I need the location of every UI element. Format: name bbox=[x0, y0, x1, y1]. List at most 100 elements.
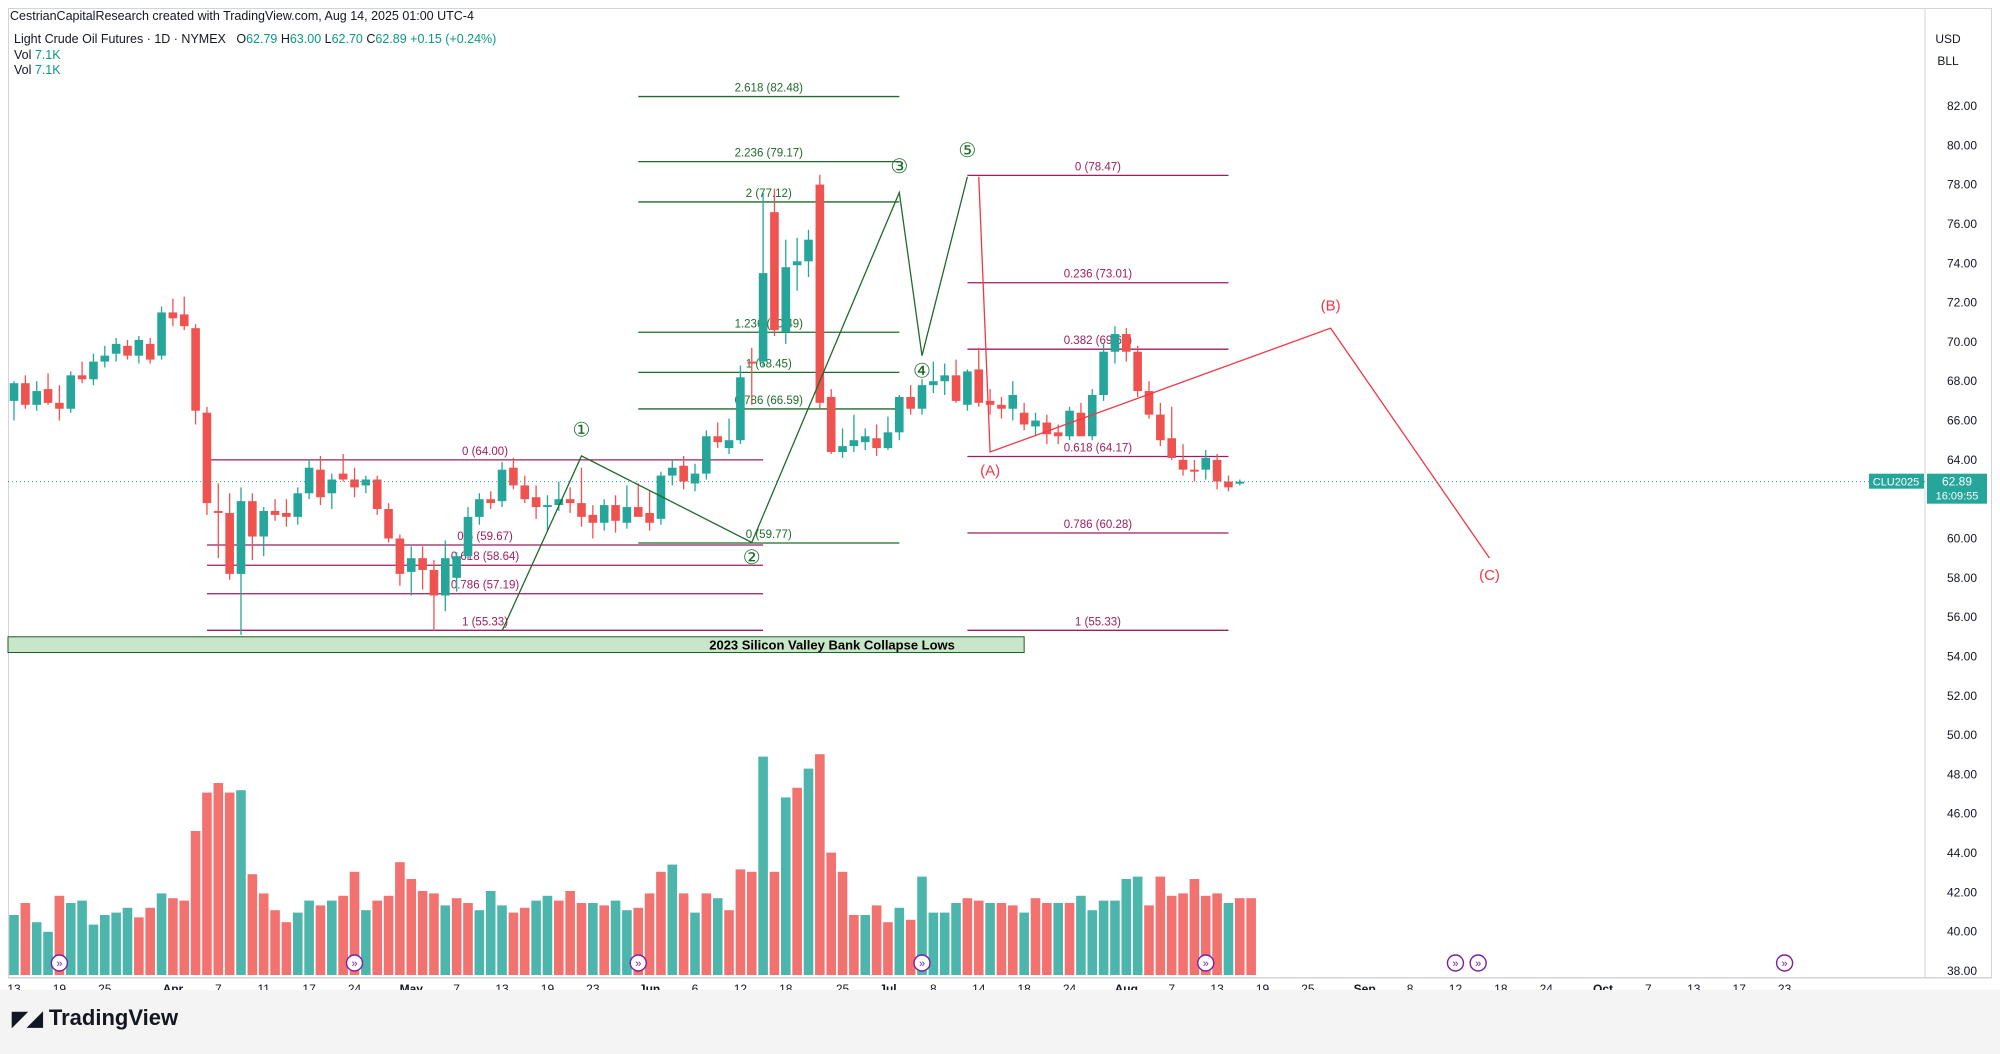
candle-body[interactable] bbox=[645, 512, 654, 523]
candle-body[interactable] bbox=[66, 375, 76, 409]
candle-body[interactable] bbox=[497, 469, 507, 502]
candle-body[interactable] bbox=[1224, 481, 1233, 488]
candle-body[interactable] bbox=[384, 509, 393, 539]
candle-body[interactable] bbox=[1042, 422, 1052, 435]
candle-body[interactable] bbox=[633, 507, 643, 517]
candle-body[interactable] bbox=[304, 467, 314, 494]
candle-body[interactable] bbox=[1122, 334, 1131, 352]
candle-body[interactable] bbox=[32, 391, 41, 405]
candle-body[interactable] bbox=[974, 369, 984, 403]
event-marker-icon[interactable] bbox=[50, 954, 69, 972]
candle-body[interactable] bbox=[214, 510, 223, 513]
candle-body[interactable] bbox=[929, 381, 938, 386]
candle-body[interactable] bbox=[248, 501, 257, 537]
candle-body[interactable] bbox=[997, 404, 1006, 409]
candle-body[interactable] bbox=[145, 343, 155, 360]
candle-body[interactable] bbox=[758, 273, 768, 362]
candle-body[interactable] bbox=[1076, 412, 1086, 437]
candle-body[interactable] bbox=[123, 345, 132, 356]
tradingview-logo[interactable]: ◤◢ TradingView bbox=[12, 1005, 178, 1031]
candle-body[interactable] bbox=[815, 184, 825, 403]
candle-body[interactable] bbox=[1133, 351, 1142, 392]
candle-body[interactable] bbox=[338, 473, 348, 480]
candle-body[interactable] bbox=[611, 505, 620, 521]
candle-body[interactable] bbox=[418, 558, 427, 570]
candle-body[interactable] bbox=[713, 436, 722, 443]
candle-body[interactable] bbox=[872, 438, 881, 449]
candle-body[interactable] bbox=[690, 473, 700, 484]
event-marker-icon[interactable] bbox=[1197, 954, 1215, 972]
candle-body[interactable] bbox=[259, 510, 268, 537]
event-marker-icon[interactable] bbox=[1446, 954, 1465, 972]
volume-legend-2[interactable]: Vol 7.1K bbox=[14, 63, 61, 77]
candle-body[interactable] bbox=[917, 385, 927, 409]
candle-body[interactable] bbox=[906, 396, 915, 409]
candle-body[interactable] bbox=[838, 446, 847, 452]
event-marker-icon[interactable] bbox=[1775, 954, 1794, 972]
candle-body[interactable] bbox=[1201, 457, 1211, 470]
candle-body[interactable] bbox=[1099, 351, 1108, 395]
volume-legend-1[interactable]: Vol 7.1K bbox=[14, 48, 61, 62]
event-marker-icon[interactable] bbox=[629, 954, 647, 972]
candle-body[interactable] bbox=[21, 383, 30, 405]
symbol-header[interactable]: Light Crude Oil Futures · 1D · NYMEX O62… bbox=[14, 32, 496, 46]
candle-body[interactable] bbox=[509, 467, 518, 486]
candle-body[interactable] bbox=[134, 339, 144, 356]
candle-body[interactable] bbox=[236, 501, 246, 574]
candle-body[interactable] bbox=[554, 499, 564, 506]
candle-body[interactable] bbox=[316, 469, 325, 498]
candle-body[interactable] bbox=[1167, 438, 1176, 458]
candle-body[interactable] bbox=[475, 499, 484, 517]
candle-body[interactable] bbox=[282, 512, 291, 517]
candle-body[interactable] bbox=[372, 479, 382, 510]
candle-body[interactable] bbox=[157, 312, 166, 356]
candle-body[interactable] bbox=[702, 436, 711, 474]
candle-body[interactable] bbox=[1031, 420, 1040, 427]
event-marker-icon[interactable] bbox=[913, 954, 931, 972]
candle-body[interactable] bbox=[543, 505, 552, 508]
candle-body[interactable] bbox=[577, 503, 586, 517]
candle-body[interactable] bbox=[588, 514, 598, 523]
event-marker-icon[interactable] bbox=[1469, 954, 1487, 972]
candle-body[interactable] bbox=[1156, 414, 1165, 441]
candle-body[interactable] bbox=[1110, 334, 1120, 352]
candle-body[interactable] bbox=[565, 499, 575, 504]
candle-body[interactable] bbox=[270, 510, 280, 515]
candle-body[interactable] bbox=[452, 556, 461, 578]
candle-body[interactable] bbox=[804, 239, 813, 262]
candle-body[interactable] bbox=[599, 505, 609, 523]
candle-body[interactable] bbox=[770, 212, 779, 331]
candle-body[interactable] bbox=[736, 377, 745, 441]
candle-body[interactable] bbox=[179, 314, 189, 327]
candle-body[interactable] bbox=[985, 400, 995, 405]
candle-body[interactable] bbox=[1190, 469, 1199, 472]
candle-body[interactable] bbox=[100, 355, 110, 362]
candle-body[interactable] bbox=[111, 343, 121, 354]
candle-body[interactable] bbox=[361, 479, 371, 486]
candle-body[interactable] bbox=[951, 375, 961, 401]
candle-body[interactable] bbox=[1178, 459, 1188, 470]
candle-body[interactable] bbox=[531, 497, 541, 508]
candle-body[interactable] bbox=[826, 396, 836, 452]
candle-body[interactable] bbox=[679, 465, 688, 482]
candle-body[interactable] bbox=[293, 493, 303, 517]
candle-body[interactable] bbox=[1008, 394, 1018, 409]
candle-body[interactable] bbox=[656, 475, 666, 519]
candle-body[interactable] bbox=[168, 312, 178, 319]
candle-body[interactable] bbox=[1019, 412, 1029, 425]
candle-body[interactable] bbox=[940, 375, 949, 382]
candle-body[interactable] bbox=[520, 485, 530, 500]
candle-body[interactable] bbox=[1087, 394, 1097, 437]
candle-body[interactable] bbox=[43, 389, 53, 403]
candle-body[interactable] bbox=[724, 440, 734, 449]
candle-body[interactable] bbox=[202, 412, 212, 504]
candle-body[interactable] bbox=[9, 383, 19, 401]
candle-body[interactable] bbox=[89, 361, 98, 380]
unit-label[interactable]: BLL bbox=[1937, 54, 1959, 68]
candle-body[interactable] bbox=[883, 432, 893, 449]
candle-body[interactable] bbox=[860, 436, 870, 443]
candle-body[interactable] bbox=[895, 396, 904, 433]
candle-body[interactable] bbox=[191, 328, 200, 411]
event-marker-icon[interactable] bbox=[345, 954, 364, 972]
